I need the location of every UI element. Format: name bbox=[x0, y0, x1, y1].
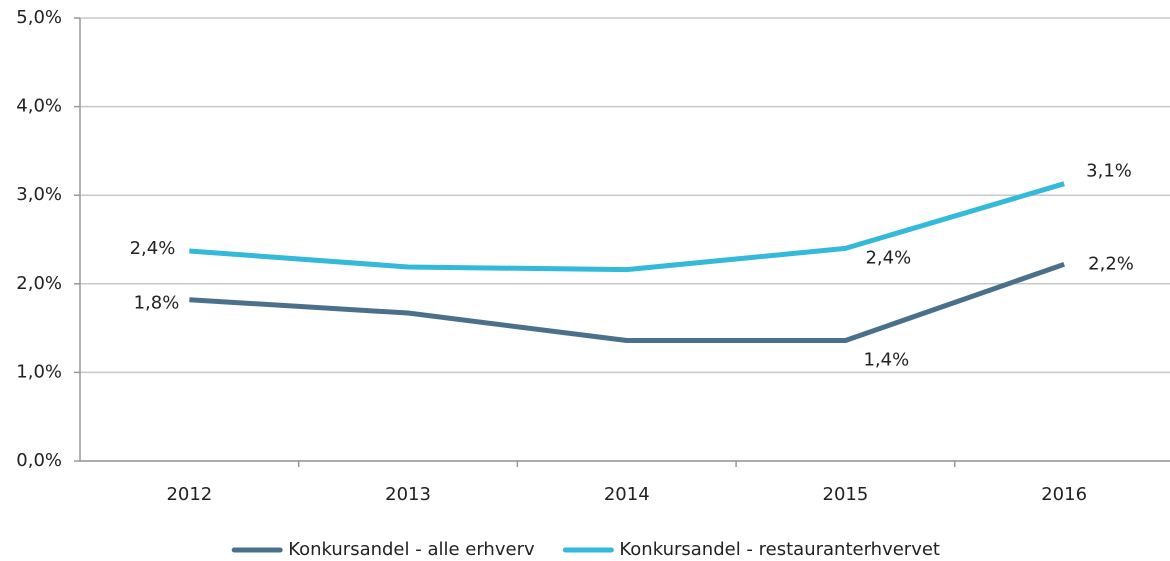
data-label: 1,8% bbox=[134, 293, 180, 314]
x-tick-label: 2015 bbox=[823, 484, 869, 505]
x-tick-label: 2013 bbox=[385, 484, 431, 505]
data-label: 2,4% bbox=[130, 238, 176, 259]
y-tick-label: 3,0% bbox=[16, 184, 62, 205]
x-tick-label: 2016 bbox=[1041, 484, 1087, 505]
y-tick-label: 4,0% bbox=[16, 96, 62, 117]
y-tick-label: 1,0% bbox=[16, 361, 62, 382]
y-tick-label: 0,0% bbox=[16, 450, 62, 471]
series-line bbox=[189, 261, 1065, 344]
data-label: 2,2% bbox=[1088, 253, 1134, 274]
x-tick-label: 2014 bbox=[604, 484, 650, 505]
legend-label: Konkursandel - alle erhverv bbox=[288, 539, 535, 560]
data-label: 2,4% bbox=[865, 247, 911, 268]
x-tick-label: 2012 bbox=[166, 484, 212, 505]
data-label: 1,4% bbox=[863, 350, 909, 371]
y-tick-label: 5,0% bbox=[16, 7, 62, 28]
data-label: 3,1% bbox=[1086, 161, 1132, 182]
series-line bbox=[189, 181, 1065, 273]
y-tick-label: 2,0% bbox=[16, 273, 62, 294]
legend-label: Konkursandel - restauranterhvervet bbox=[619, 539, 940, 560]
